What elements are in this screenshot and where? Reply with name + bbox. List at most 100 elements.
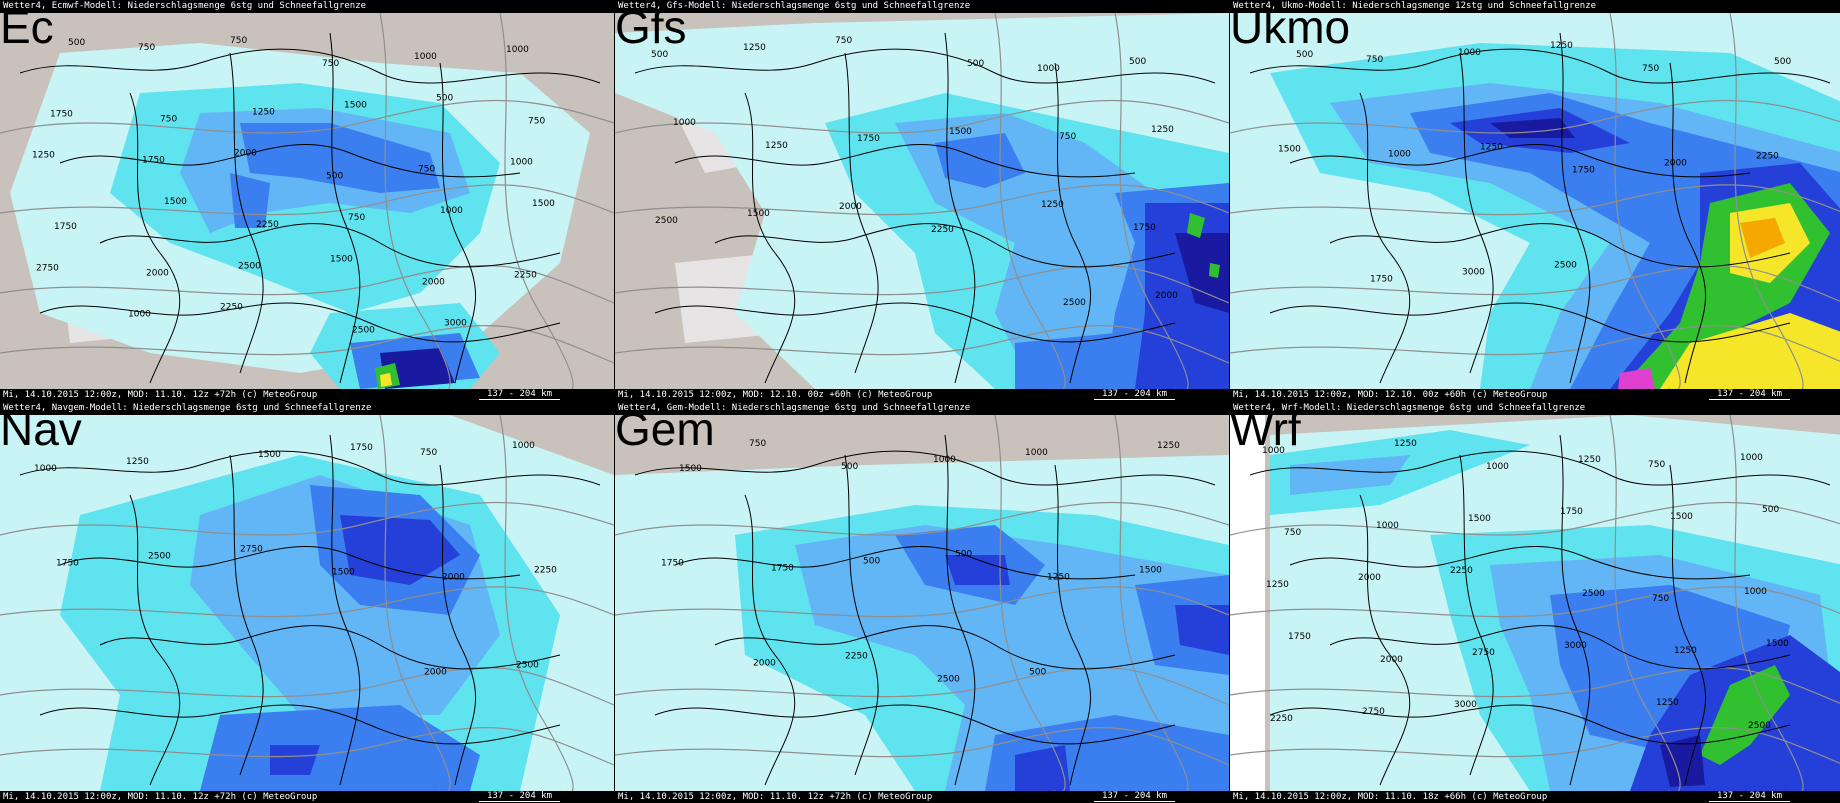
scale-bar: 137 - 204 km bbox=[478, 389, 560, 400]
contour-label: 1000 bbox=[1376, 521, 1399, 531]
snowline-contour bbox=[615, 726, 1229, 766]
contour-label: 1250 bbox=[252, 107, 275, 117]
precipitation-map[interactable]: 1000 500 500 1250 750 500 750 1250 1000 1250 1750 1… bbox=[615, 13, 1229, 389]
contour-label: 2500 bbox=[937, 674, 960, 684]
snowline-contour bbox=[1230, 264, 1840, 302]
contour-label: 2250 bbox=[1450, 566, 1473, 576]
country-border bbox=[129, 494, 181, 786]
snowline-contour bbox=[1230, 324, 1840, 362]
contour-label: 1750 bbox=[1572, 166, 1595, 176]
contour-label: 2000 bbox=[1664, 159, 1687, 169]
contour-label: 2750 bbox=[36, 263, 59, 273]
precipitation-area bbox=[1660, 735, 1705, 787]
precipitation-map[interactable]: 750 500 1000 1000 1250 1500 1750 500 500 1250 1500… bbox=[615, 415, 1229, 791]
contour-label: 1000 bbox=[512, 441, 535, 451]
panel-ukmo: Wetter4, Ukmo-Modell: Niederschlagsmenge… bbox=[1230, 0, 1840, 401]
contour-label: 1500 bbox=[1766, 639, 1789, 649]
snowline-contour bbox=[1230, 586, 1840, 618]
contour-label: 500 bbox=[955, 550, 972, 560]
country-border bbox=[19, 48, 601, 84]
contour-label: 2750 bbox=[1362, 707, 1385, 717]
snowline-contour bbox=[0, 726, 614, 766]
contour-label: 1750 bbox=[54, 222, 77, 232]
contour-label: 1500 bbox=[1670, 512, 1693, 522]
snowline-contour bbox=[615, 586, 1229, 618]
contour-label: 2000 bbox=[839, 202, 862, 212]
map-canvas: 750 1000 1250 750 500 500 1000 1250 1750 2000 2250… bbox=[1230, 13, 1840, 389]
panel-footer: Mi, 14.10.2015 12:00z, MOD: 11.10. 12z +… bbox=[0, 791, 614, 803]
country-border bbox=[19, 450, 601, 486]
precipitation-area bbox=[1740, 218, 1785, 258]
map-canvas: 750 1000 1000 1250 1500 1750 2000 2250 1750 2500 2… bbox=[0, 415, 614, 791]
country-border bbox=[1669, 464, 1707, 786]
contour-label: 750 bbox=[138, 43, 155, 53]
contour-label: 1500 bbox=[747, 209, 770, 219]
snowline-contour bbox=[0, 586, 614, 618]
contour-label: 1250 bbox=[1041, 200, 1064, 210]
contour-label: 500 bbox=[863, 557, 880, 567]
contour-label: 1250 bbox=[1480, 143, 1503, 153]
contour-label: 2000 bbox=[146, 268, 169, 278]
contour-label: 1750 bbox=[56, 559, 79, 569]
contour-label: 1000 bbox=[1025, 448, 1048, 458]
panel-footer: Mi, 14.10.2015 12:00z, MOD: 11.10. 18z +… bbox=[1230, 791, 1840, 803]
contour-label: 500 bbox=[967, 59, 984, 69]
country-border bbox=[1269, 704, 1791, 745]
contour-label: 1250 bbox=[1550, 41, 1573, 51]
contour-label: 1250 bbox=[1394, 439, 1417, 449]
contour-label: 750 bbox=[420, 448, 437, 458]
contour-label: 500 bbox=[1129, 57, 1146, 67]
out-of-domain-area bbox=[1230, 415, 1265, 791]
contour-label: 750 bbox=[348, 213, 365, 223]
contour-label: 2500 bbox=[1748, 721, 1771, 731]
snowline-contour bbox=[1230, 99, 1840, 134]
contour-label: 2000 bbox=[753, 658, 776, 668]
contour-label: 1500 bbox=[164, 197, 187, 207]
precipitation-map[interactable]: 750 750 750 1000 1000 500 750 1250 1500 500 750 175… bbox=[0, 13, 614, 389]
contour-label: 1000 bbox=[1388, 150, 1411, 160]
snowline-contour bbox=[0, 666, 614, 706]
contour-label: 1750 bbox=[142, 156, 165, 166]
snowline-contour bbox=[615, 501, 1229, 536]
contour-label: 1000 bbox=[510, 158, 533, 168]
country-border bbox=[1054, 62, 1092, 384]
snowline-contour bbox=[379, 415, 451, 791]
snowline-contour bbox=[615, 666, 1229, 706]
country-border bbox=[1249, 450, 1831, 486]
contour-label: 2500 bbox=[238, 261, 261, 271]
snowline-contour bbox=[1230, 726, 1840, 764]
contour-label: 2750 bbox=[1472, 648, 1495, 658]
country-border bbox=[229, 454, 264, 776]
contour-label: 1000 bbox=[1486, 462, 1509, 472]
panel-ec: Wetter4, Ecmwf-Modell: Niederschlagsmeng… bbox=[0, 0, 614, 401]
panel-header: Wetter4, Navgem-Modell: Niederschlagsmen… bbox=[0, 402, 614, 415]
country-border bbox=[1359, 92, 1411, 384]
contour-label: 3000 bbox=[1454, 700, 1477, 710]
contour-label: 750 bbox=[1642, 64, 1659, 74]
country-border bbox=[329, 32, 361, 384]
contour-label: 2000 bbox=[424, 667, 447, 677]
contour-label: 1250 bbox=[1656, 698, 1679, 708]
country-border bbox=[1559, 32, 1591, 384]
snowline-contour bbox=[1114, 415, 1189, 791]
panel-gem: Wetter4, Gem-Modell: Niederschlagsmenge … bbox=[615, 402, 1229, 803]
contour-label: 1750 bbox=[771, 564, 794, 574]
country-border bbox=[744, 92, 796, 384]
contour-label: 2500 bbox=[516, 660, 539, 670]
precipitation-map[interactable]: 750 1000 1000 1250 1500 1750 2000 2250 1750 2500 2… bbox=[0, 415, 614, 791]
country-border bbox=[1269, 302, 1791, 343]
contour-label: 2250 bbox=[534, 566, 557, 576]
contour-label: 750 bbox=[1059, 132, 1076, 142]
precipitation-map[interactable]: 750 1000 1000 1250 1000 1250 1500 500 750 1000 150… bbox=[1230, 415, 1840, 791]
panel-footer: Mi, 14.10.2015 12:00z, MOD: 11.10. 12z +… bbox=[615, 791, 1229, 803]
panel-footer: Mi, 14.10.2015 12:00z, MOD: 11.10. 12z +… bbox=[0, 389, 614, 401]
country-border bbox=[944, 434, 976, 786]
country-border bbox=[329, 434, 361, 786]
country-border bbox=[944, 32, 976, 384]
country-border bbox=[439, 62, 477, 384]
model-label: Ec bbox=[0, 1, 54, 53]
precipitation-map[interactable]: 750 1000 1250 750 500 500 1000 1250 1750 2000 2250… bbox=[1230, 13, 1840, 389]
contour-label: 3000 bbox=[1564, 641, 1587, 651]
contour-label: 500 bbox=[1029, 667, 1046, 677]
